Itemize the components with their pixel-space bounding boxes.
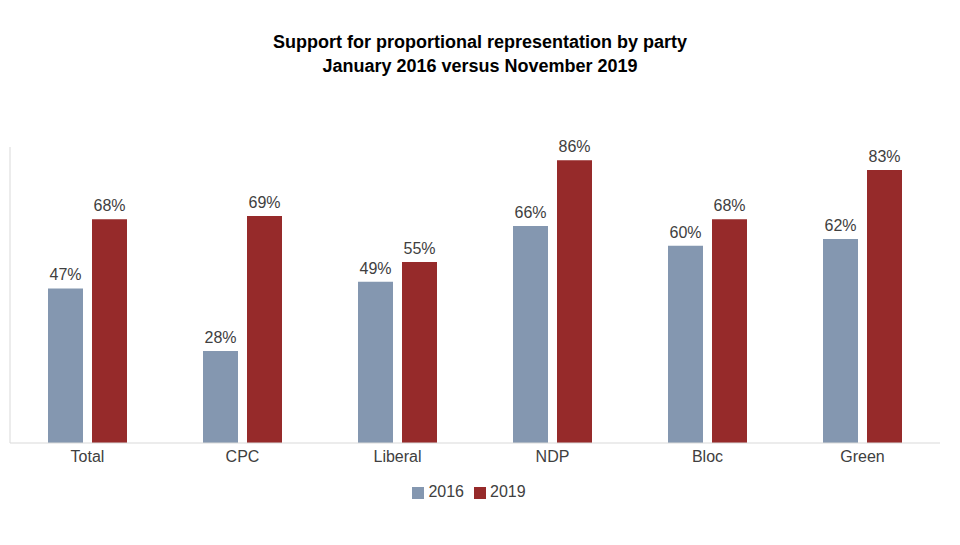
svg-text:Green: Green	[840, 448, 884, 465]
svg-text:28%: 28%	[204, 329, 236, 346]
svg-text:60%: 60%	[669, 224, 701, 241]
svg-text:Liberal: Liberal	[373, 448, 421, 465]
svg-text:47%: 47%	[49, 266, 81, 283]
svg-text:CPC: CPC	[226, 448, 260, 465]
svg-text:86%: 86%	[558, 138, 590, 155]
html-text:2016: 2016	[428, 483, 464, 500]
svg-text:NDP: NDP	[536, 448, 570, 465]
svg-text:55%: 55%	[403, 240, 435, 257]
svg-text:68%: 68%	[713, 197, 745, 214]
svg-text:83%: 83%	[868, 148, 900, 165]
html-text:2019: 2019	[490, 483, 526, 500]
svg-text:49%: 49%	[359, 260, 391, 277]
svg-text:Bloc: Bloc	[692, 448, 723, 465]
svg-text:69%: 69%	[248, 194, 280, 211]
svg-text:68%: 68%	[93, 197, 125, 214]
svg-text:66%: 66%	[514, 204, 546, 221]
svg-text:Total: Total	[71, 448, 105, 465]
html-text:January 2016 versus November 2: January 2016 versus November 2019	[322, 56, 638, 76]
html-text:Support for proportional repre: Support for proportional representation …	[273, 32, 687, 52]
svg-text:62%: 62%	[824, 217, 856, 234]
